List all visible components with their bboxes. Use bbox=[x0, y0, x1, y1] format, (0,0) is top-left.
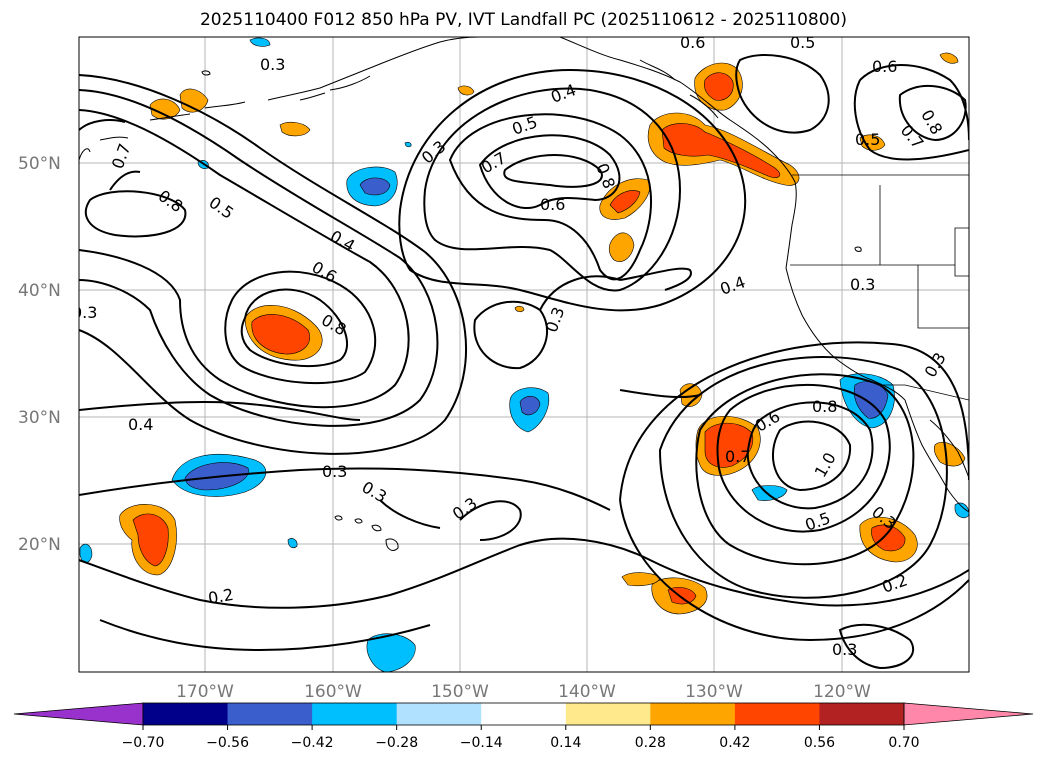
lon-label-130w: 130°W bbox=[685, 682, 743, 702]
contour-label: 0.3 bbox=[322, 462, 347, 481]
colorbar-cell bbox=[143, 703, 229, 725]
colorbar-extend-left bbox=[13, 702, 144, 726]
lat-label-50n: 50°N bbox=[18, 154, 61, 174]
colorbar-extend-right bbox=[903, 702, 1034, 726]
colorbar-cell bbox=[227, 703, 313, 725]
lon-label-150w: 150°W bbox=[431, 682, 489, 702]
colorbar-cell bbox=[650, 703, 736, 725]
map-background bbox=[79, 37, 969, 672]
contour-label: 0.6 bbox=[540, 195, 565, 214]
colorbar-cell bbox=[312, 703, 398, 725]
colorbar-tick-label: −0.70 bbox=[122, 735, 165, 751]
colorbar-tick-label: 0.56 bbox=[804, 735, 835, 751]
contour-label: 0.3 bbox=[260, 55, 285, 74]
lon-label-120w: 120°W bbox=[813, 682, 871, 702]
ivt-contours bbox=[79, 54, 969, 670]
colorbar-cell bbox=[565, 703, 651, 725]
political-boundaries bbox=[790, 174, 969, 401]
contour-label: 0.5 bbox=[790, 33, 815, 52]
colorbar: −0.70 −0.56 −0.42 −0.28 −0.14 0.14 0.28 0.42 0.5… bbox=[13, 702, 1034, 751]
colorbar-tick-label: −0.56 bbox=[206, 735, 249, 751]
latitude-labels: 50°N 40°N 30°N 20°N bbox=[18, 154, 61, 555]
contour-label: 0.3 bbox=[850, 275, 875, 294]
colorbar-tick-label: 0.70 bbox=[888, 735, 919, 751]
contour-label: 0.4 bbox=[128, 415, 153, 434]
longitude-labels: 170°W 160°W 150°W 140°W 130°W 120°W bbox=[176, 682, 871, 702]
lon-label-140w: 140°W bbox=[558, 682, 616, 702]
colorbar-tick-label: −0.42 bbox=[291, 735, 334, 751]
contour-label: 0.3 bbox=[832, 640, 857, 659]
contour-label: 0.5 bbox=[855, 130, 880, 149]
map-frame bbox=[78, 36, 970, 673]
colorbar-tick-label: −0.14 bbox=[460, 735, 503, 751]
contour-label: 0.3 bbox=[72, 303, 97, 322]
lat-label-30n: 30°N bbox=[18, 408, 61, 428]
contour-label: 0.7 bbox=[725, 447, 750, 466]
lon-label-170w: 170°W bbox=[176, 682, 234, 702]
colorbar-outline bbox=[142, 702, 905, 726]
lat-label-20n: 20°N bbox=[18, 535, 61, 555]
colorbar-cell bbox=[734, 703, 820, 725]
colorbar-cell bbox=[396, 703, 482, 725]
contour-label: 0.6 bbox=[872, 57, 897, 76]
colorbar-tick-label: −0.28 bbox=[375, 735, 418, 751]
contour-label: 0.6 bbox=[680, 33, 705, 52]
colorbar-cell bbox=[481, 703, 567, 725]
colorbar-tick-label: 0.14 bbox=[550, 735, 581, 751]
map-title: 2025110400 F012 850 hPa PV, IVT Landfall… bbox=[199, 10, 847, 30]
colorbar-tick-label: 0.42 bbox=[719, 735, 750, 751]
colorbar-tick-label: 0.28 bbox=[635, 735, 666, 751]
contour-label: 0.8 bbox=[812, 397, 837, 416]
contour-label: 0.2 bbox=[207, 585, 235, 608]
lat-label-40n: 40°N bbox=[18, 281, 61, 301]
lon-label-160w: 160°W bbox=[304, 682, 362, 702]
colorbar-cell bbox=[819, 703, 905, 725]
